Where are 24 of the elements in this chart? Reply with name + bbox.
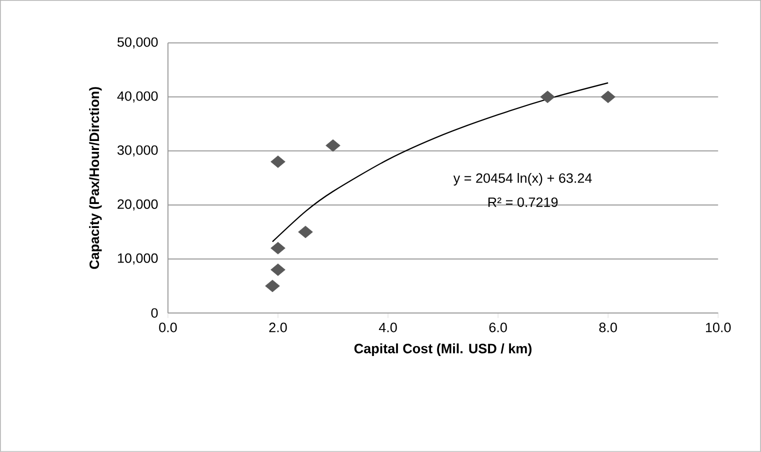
annotation: R² = 0.7219 [488, 198, 558, 208]
x-tick-label: 4.0 [378, 322, 397, 332]
annotation: y = 20454 ln(x) + 63.24 [453, 173, 592, 186]
point [600, 90, 616, 104]
x-tick-label: 8.0 [599, 322, 617, 332]
point [270, 242, 286, 254]
point [270, 156, 286, 168]
y-tick-label: 10,000 [118, 253, 158, 265]
y-tick-label: 40,000 [117, 91, 158, 103]
point [265, 280, 280, 292]
y-tick-label: 0 [151, 308, 158, 318]
point [298, 226, 313, 238]
point [540, 90, 555, 104]
point [326, 139, 340, 152]
x-tick-label: 2.0 [269, 322, 287, 332]
y-tick-label: 30,000 [117, 145, 158, 157]
point [270, 264, 286, 276]
x-axis-title: Capital Cost (Mil. USD / km) [354, 343, 532, 356]
y-tick-label: 50,000 [117, 37, 158, 49]
x-tick-label: 10.0 [706, 322, 731, 332]
x-tick-label: 0.0 [159, 322, 177, 332]
y-axis-title: Capacity (Pax/Hour/Dirction) [89, 87, 102, 269]
y-tick-label: 20,000 [118, 199, 158, 211]
x-tick-label: 6.0 [489, 322, 507, 332]
